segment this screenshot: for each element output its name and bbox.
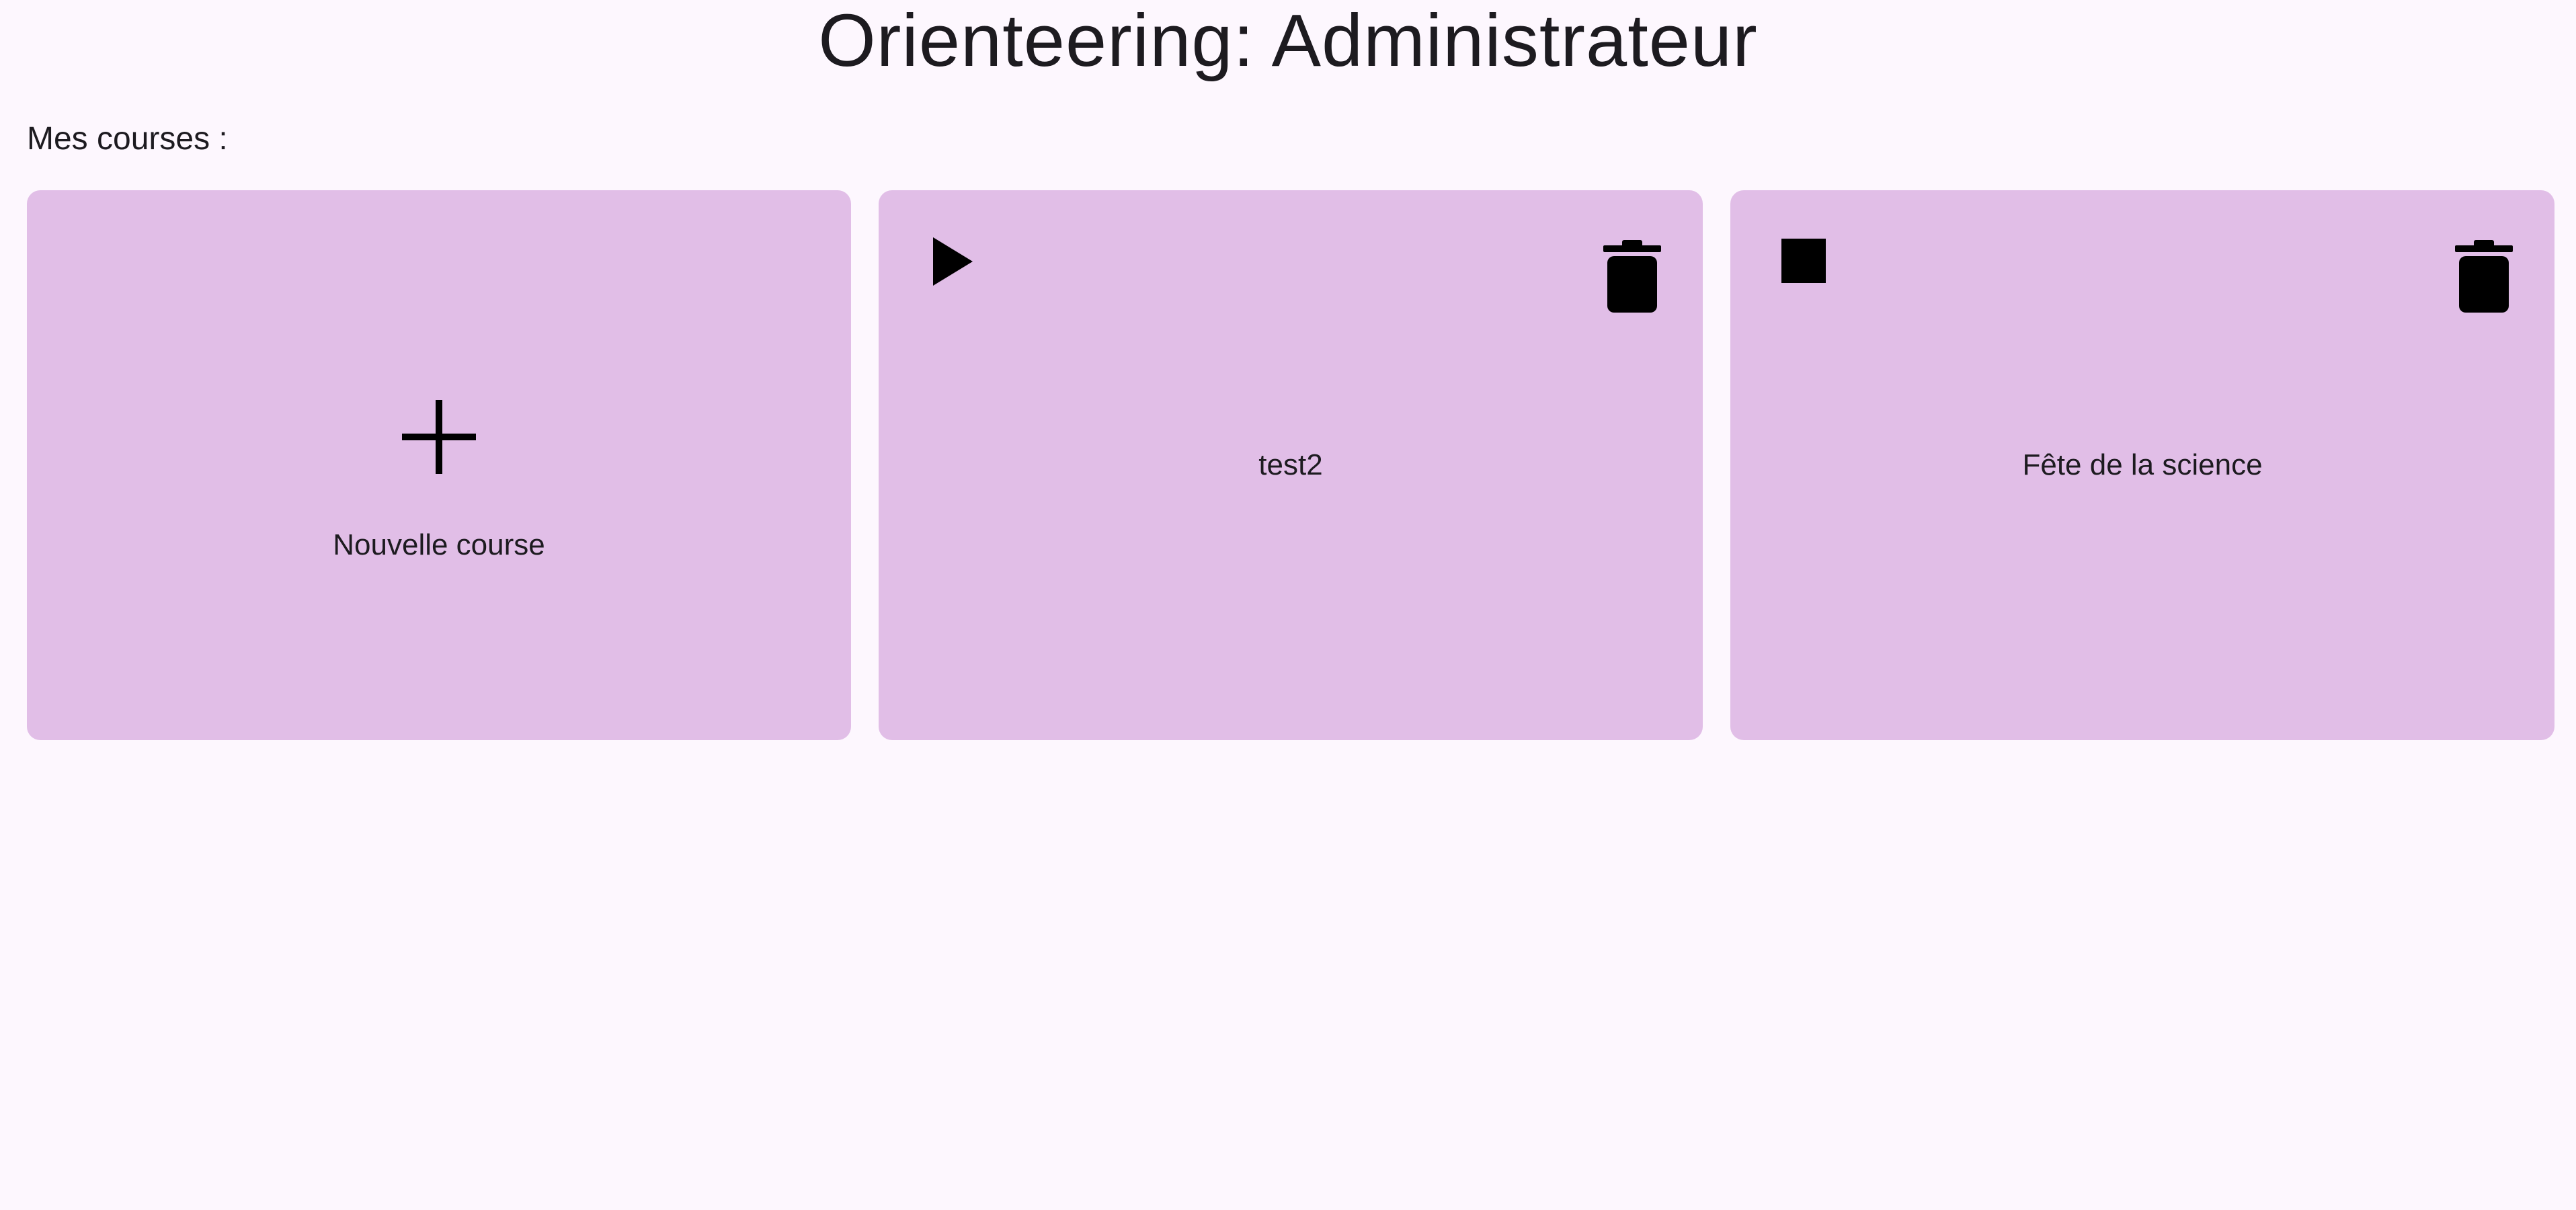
section-label-my-races: Mes courses : — [27, 121, 228, 157]
race-card-test2[interactable]: test2 — [879, 190, 1703, 740]
delete-icon[interactable] — [2455, 240, 2513, 313]
add-icon — [402, 400, 476, 474]
page-title: Orienteering: Administrateur — [818, 0, 1758, 82]
stop-icon[interactable] — [1781, 235, 1828, 288]
new-race-card[interactable]: Nouvelle course — [27, 190, 851, 740]
new-race-label: Nouvelle course — [333, 528, 545, 561]
delete-icon[interactable] — [1603, 240, 1661, 313]
race-card-fete-de-la-science[interactable]: Fête de la science — [1730, 190, 2554, 740]
race-name: test2 — [1258, 448, 1323, 481]
play-icon[interactable] — [930, 235, 977, 288]
race-card-grid: Nouvelle course test2 — [27, 190, 2554, 740]
race-name: Fête de la science — [2022, 448, 2263, 481]
